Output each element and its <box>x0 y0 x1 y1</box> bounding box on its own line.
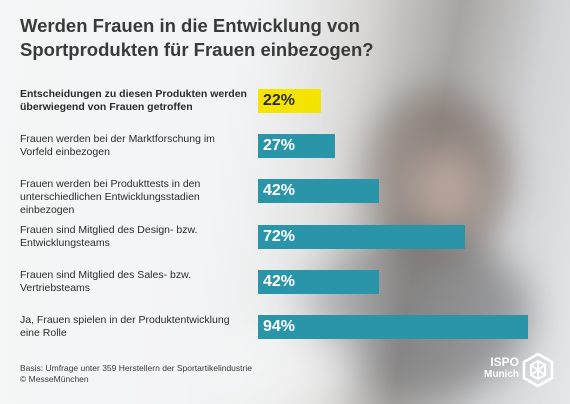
category-label: Entscheidungen zu diesen Produkten werde… <box>20 88 247 113</box>
bar: 27% <box>258 134 335 158</box>
category-label: Frauen werden bei der Marktforschung im … <box>20 133 215 158</box>
category-label: Frauen werden bei Produkttests in den un… <box>20 178 201 216</box>
category-label: Frauen sind Mitglied des Design- bzw. En… <box>20 224 198 249</box>
bar: 22% <box>258 89 321 113</box>
logo-line-2: Munich <box>484 369 519 380</box>
ispo-munich-logo: ISPO Munich <box>478 353 554 387</box>
category-label: Ja, Frauen spielen in der Produktentwick… <box>20 314 230 339</box>
bar: 72% <box>258 225 465 249</box>
category-label: Frauen sind Mitglied des Sales- bzw. Ver… <box>20 269 191 294</box>
bar-value-label: 72% <box>263 228 296 245</box>
bar-value-label: 42% <box>263 182 296 199</box>
bar-value-label: 42% <box>263 273 296 290</box>
bar-value-label: 94% <box>263 318 296 335</box>
logo-line-1: ISPO <box>490 355 519 369</box>
chart-title: Werden Frauen in die Entwicklung von Spo… <box>20 15 374 60</box>
bar: 42% <box>258 270 379 294</box>
footnote: Basis: Umfrage unter 359 Herstellern der… <box>20 363 252 384</box>
bar: 94% <box>258 315 528 339</box>
ispo-logo-icon <box>522 353 554 387</box>
bar-value-label: 22% <box>263 92 296 109</box>
bar-value-label: 27% <box>263 137 296 154</box>
bar: 42% <box>258 179 379 203</box>
